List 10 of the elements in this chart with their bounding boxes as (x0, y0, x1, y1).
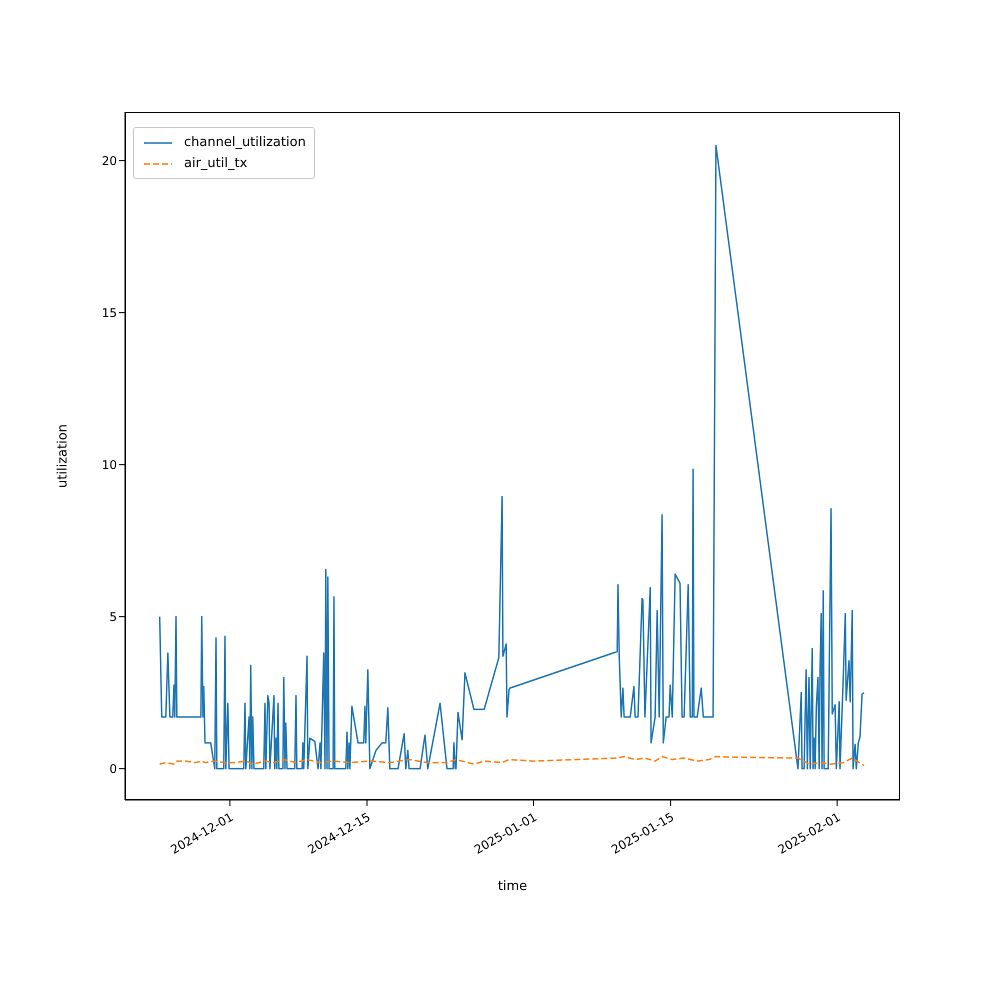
y-axis-title: utilization (56, 424, 71, 488)
y-tick-label: 20 (102, 154, 117, 168)
y-tick-label: 10 (102, 458, 117, 472)
y-tick-label: 0 (109, 762, 117, 776)
y-tick-label: 5 (109, 610, 117, 624)
line-series (158, 756, 865, 766)
x-axis-title: time (498, 879, 528, 894)
legend-label: air_util_tx (184, 156, 248, 171)
y-tick-label: 15 (102, 306, 117, 320)
legend-label: channel_utilization (184, 135, 306, 150)
